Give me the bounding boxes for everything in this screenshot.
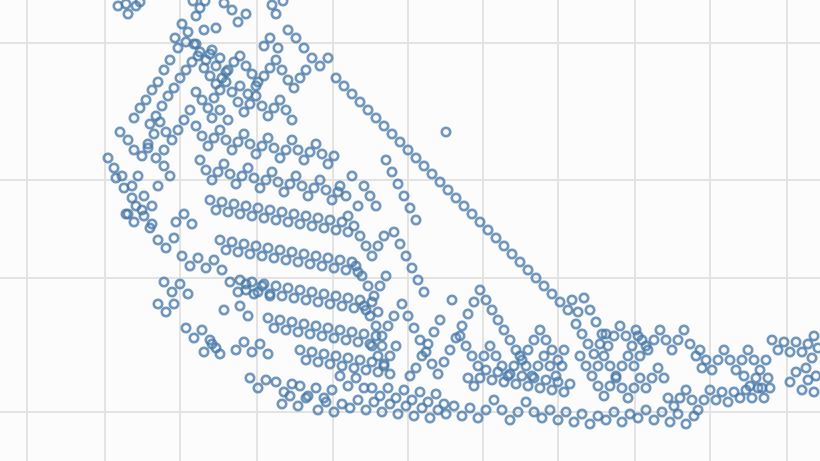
grid-layer (0, 0, 820, 461)
scatter-plot-canvas (0, 0, 820, 461)
